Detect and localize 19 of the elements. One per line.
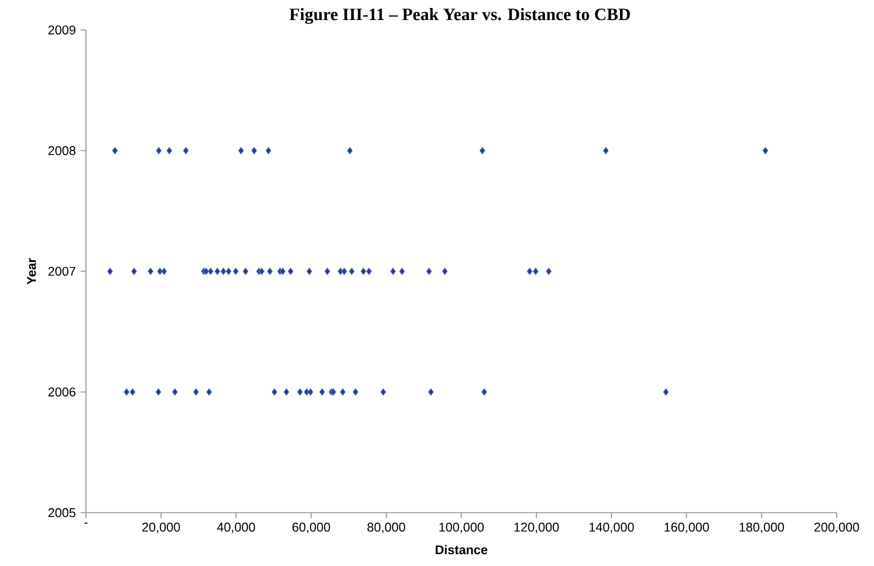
- x-tick-label: 140,000: [590, 522, 634, 534]
- y-tick-label: 2008: [48, 146, 76, 156]
- x-tick-label: 60,000: [292, 522, 330, 534]
- x-tick-label: 40,000: [217, 522, 256, 534]
- chart-title: Figure III-11 – Peak Year vs. Distance to CBD: [290, 8, 630, 24]
- x-axis-title: Distance: [436, 544, 488, 554]
- y-tick-label: 2007: [48, 266, 76, 276]
- y-tick-label: 2009: [48, 26, 76, 34]
- x-tick-label: 100,000: [439, 522, 484, 534]
- y-tick-label: 2006: [48, 388, 76, 396]
- x-tick-label: -: [84, 522, 88, 524]
- y-axis-title: Year: [27, 258, 36, 284]
- x-tick-label: 200,000: [814, 522, 860, 534]
- x-tick-label: 20,000: [142, 522, 180, 534]
- y-tick-label: 2005: [48, 508, 76, 518]
- x-tick-label: 120,000: [514, 522, 559, 534]
- x-tick-label: 180,000: [740, 522, 784, 534]
- x-tick-label: 160,000: [664, 522, 709, 534]
- x-tick-label: 80,000: [367, 522, 406, 534]
